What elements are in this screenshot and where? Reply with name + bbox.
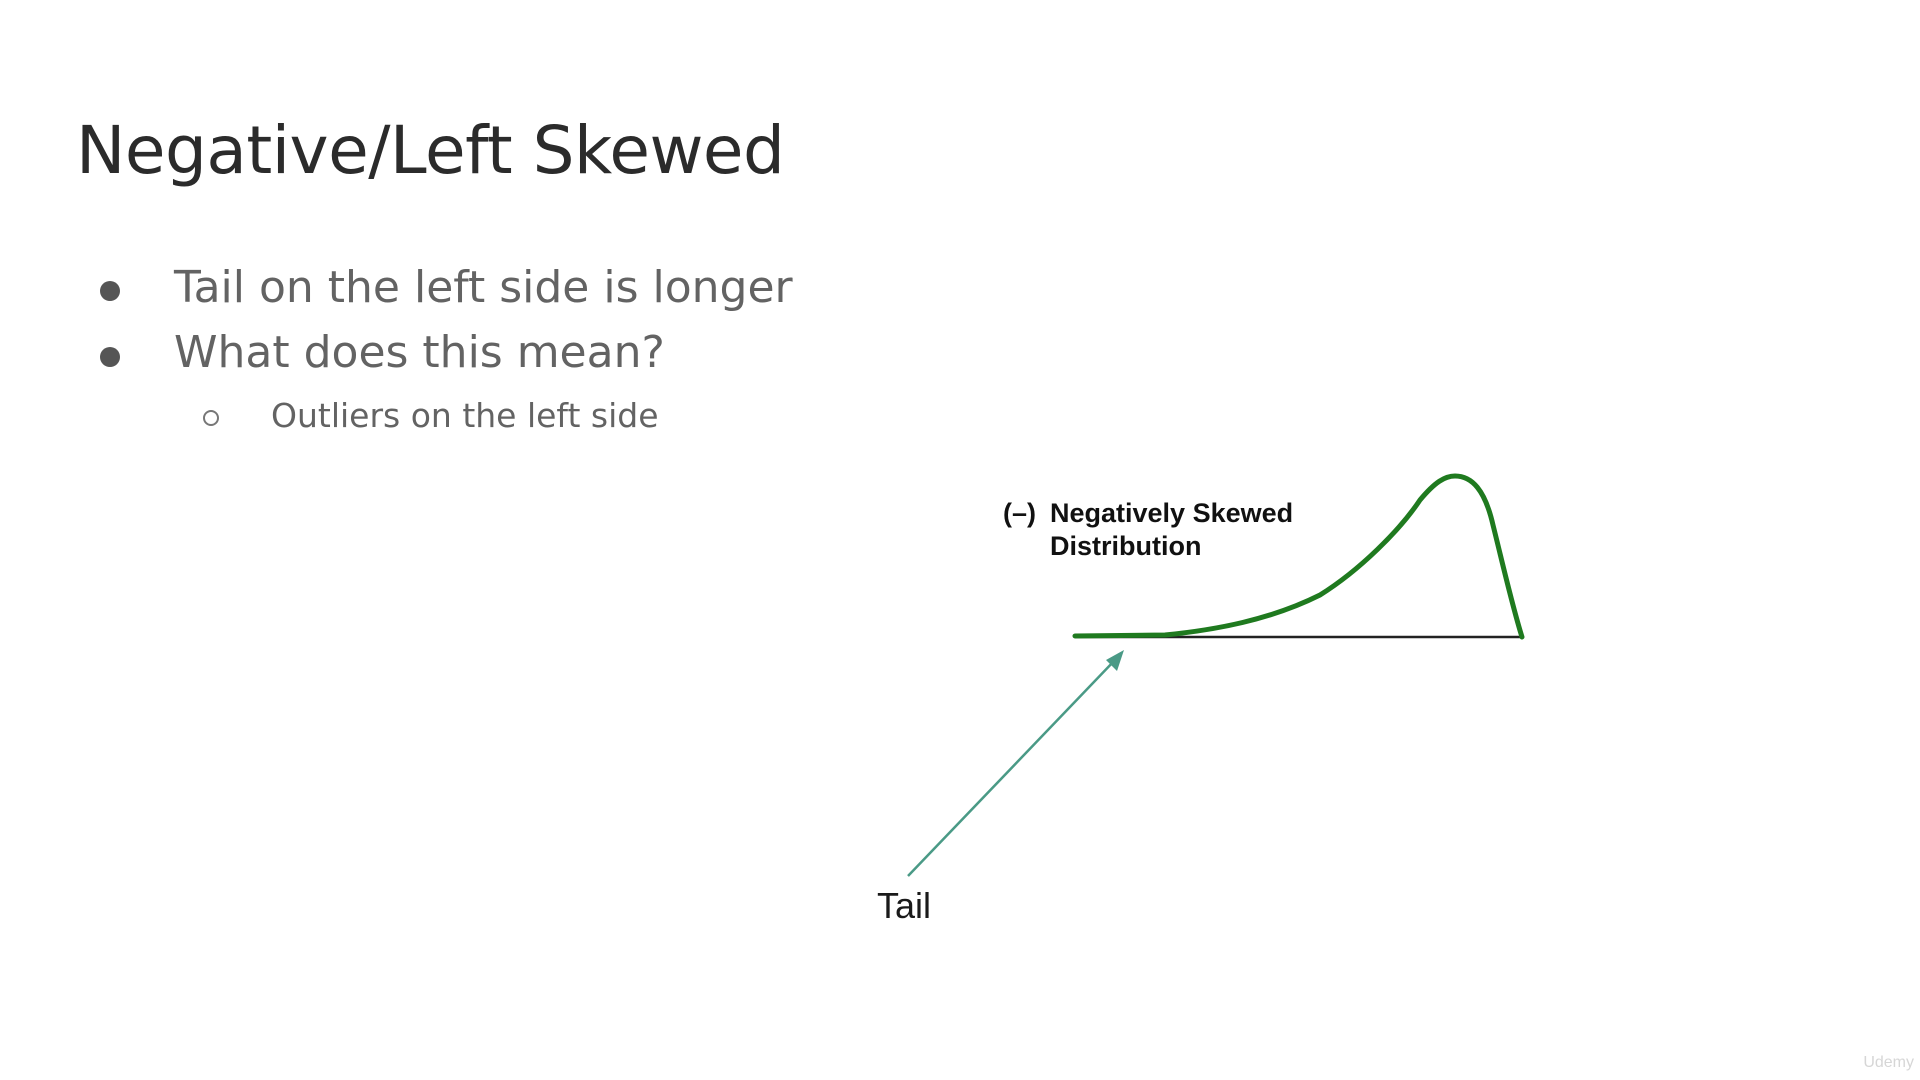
bullet-marker — [100, 281, 120, 301]
distribution-sign: (–) — [1003, 498, 1036, 528]
sub-bullet-item: Outliers on the left side — [271, 396, 659, 435]
distribution-label-line2: Distribution — [1050, 531, 1202, 561]
distribution-curve — [1072, 473, 1525, 640]
tail-arrow-head — [1106, 650, 1124, 671]
bullet-marker — [100, 347, 120, 367]
bullet-item: What does this mean? — [174, 327, 665, 378]
slide-title: Negative/Left Skewed — [76, 112, 785, 189]
tail-label: Tail — [877, 885, 932, 926]
watermark-logo: Udemy — [1863, 1054, 1914, 1071]
distribution-label: (–) Negatively Skewed Distribution — [1003, 497, 1293, 563]
distribution-label-text1: Negatively Skewed — [1050, 498, 1294, 528]
sub-bullet-marker — [203, 410, 219, 426]
distribution-label-line1: (–) Negatively Skewed — [1003, 497, 1293, 530]
bullet-item: Tail on the left side is longer — [174, 262, 793, 313]
tail-arrow-shaft — [907, 659, 1116, 877]
